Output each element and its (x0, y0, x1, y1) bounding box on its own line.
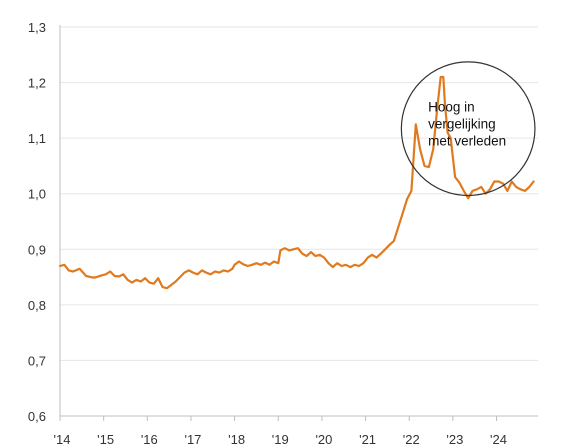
y-tick-label: 0,8 (28, 298, 46, 313)
y-tick-label: 1,3 (28, 20, 46, 35)
y-tick-label: 1,1 (28, 131, 46, 146)
y-tick-label: 0,9 (28, 242, 46, 257)
x-axis-tick-labels: '14 '15 '16 '17 '18 '19 '20 '21 '22 '23 '24 (54, 432, 507, 447)
y-tick-label: 0,7 (28, 353, 46, 368)
x-tick-label: '23 (446, 432, 463, 447)
x-tick-label: '17 (184, 432, 201, 447)
x-tick-label: '20 (315, 432, 332, 447)
x-tick-label: '21 (359, 432, 376, 447)
x-tick-label: '18 (228, 432, 245, 447)
series-line-0 (58, 75, 535, 290)
y-axis-tick-labels: 0,6 0,7 0,8 0,9 1,0 1,1 1,2 1,3 (28, 20, 46, 424)
annotation-text-line: met verleden (428, 134, 506, 149)
annotation-group: Hoog in vergelijking met verleden (400, 61, 536, 197)
x-tick-label: '24 (490, 432, 507, 447)
x-tick-label: '16 (141, 432, 158, 447)
annotation-text-line: Hoog in (428, 100, 475, 115)
x-tick-label: '14 (54, 432, 71, 447)
x-tick-label: '19 (272, 432, 289, 447)
y-tick-label: 0,6 (28, 409, 46, 424)
y-tick-label: 1,0 (28, 187, 46, 202)
x-tick-label: '22 (403, 432, 420, 447)
annotation-circle (400, 61, 536, 197)
y-tick-label: 1,2 (28, 76, 46, 91)
annotation-text-line: vergelijking (428, 117, 496, 132)
axes (59, 25, 538, 421)
x-tick-label: '15 (97, 432, 114, 447)
series-group (58, 75, 535, 290)
